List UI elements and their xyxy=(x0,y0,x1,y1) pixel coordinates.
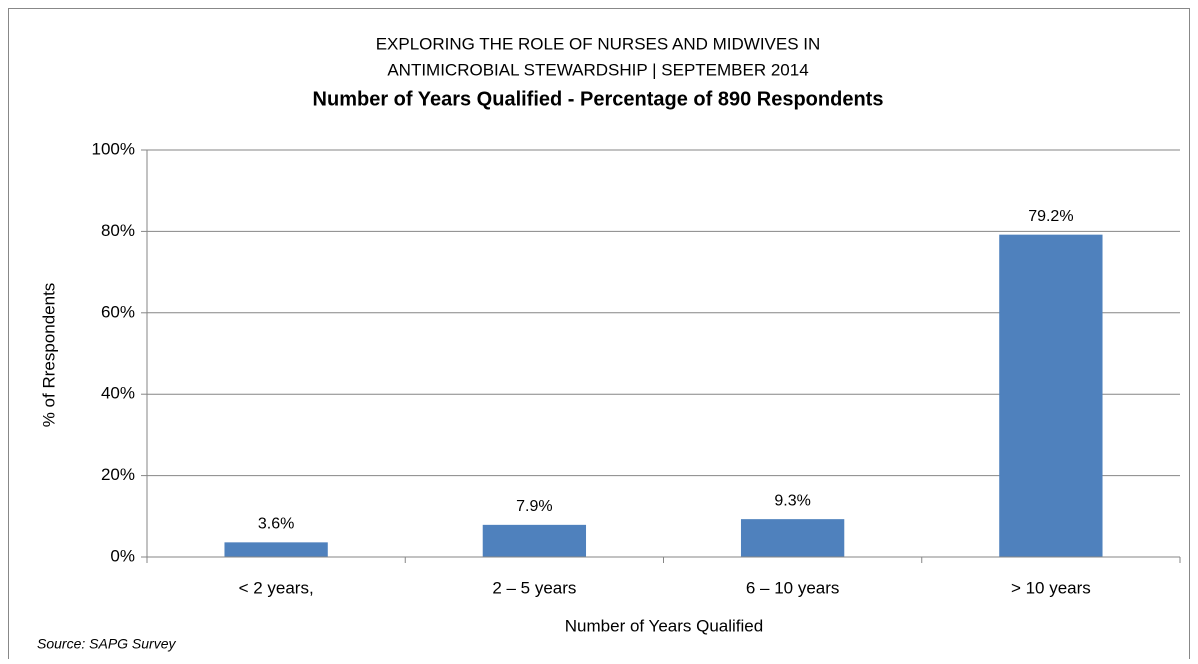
x-axis-title: Number of Years Qualified xyxy=(565,616,763,635)
y-axis-title: % of Rrespondents xyxy=(39,283,58,428)
bar xyxy=(999,234,1103,557)
x-tick-label: < 2 years, xyxy=(239,578,314,597)
y-tick-label: 80% xyxy=(101,221,135,240)
data-label: 7.9% xyxy=(516,498,552,515)
source-note: Source: SAPG Survey xyxy=(37,636,177,652)
bar xyxy=(482,524,587,557)
y-tick-label: 0% xyxy=(110,546,135,565)
chart-subtitle: Number of Years Qualified - Percentage o… xyxy=(313,88,884,110)
data-label: 79.2% xyxy=(1028,208,1073,225)
y-tick-label: 20% xyxy=(101,465,135,484)
x-tick-label: > 10 years xyxy=(1011,578,1091,597)
chart-title: EXPLORING THE ROLE OF NURSES AND MIDWIVE… xyxy=(376,34,821,53)
y-tick-label: 100% xyxy=(92,139,135,158)
x-tick-label: 6 – 10 years xyxy=(746,578,840,597)
bar xyxy=(740,519,845,557)
bar xyxy=(224,542,328,557)
chart-title: ANTIMICROBIAL STEWARDSHIP | SEPTEMBER 20… xyxy=(387,60,808,79)
y-tick-label: 60% xyxy=(101,302,135,321)
y-tick-label: 40% xyxy=(101,384,135,403)
data-label: 9.3% xyxy=(774,492,810,509)
x-tick-label: 2 – 5 years xyxy=(492,578,576,597)
data-label: 3.6% xyxy=(258,516,294,533)
chart-frame xyxy=(8,8,1190,664)
